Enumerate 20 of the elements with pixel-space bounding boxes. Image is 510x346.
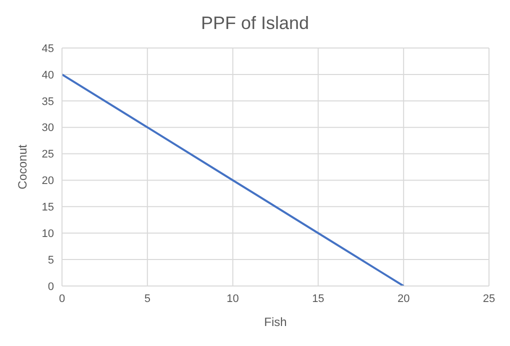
- y-tick-label: 10: [42, 228, 54, 240]
- x-axis-title: Fish: [264, 315, 287, 329]
- y-tick-label: 25: [42, 148, 54, 161]
- y-tick-label: 15: [42, 202, 54, 214]
- x-tick-label: 5: [144, 292, 150, 305]
- x-tick-label: 20: [397, 292, 410, 305]
- y-tick-label: 5: [48, 254, 54, 266]
- x-tick-label: 10: [226, 292, 239, 305]
- y-axis-title: Coconut: [15, 144, 30, 190]
- y-tick-label: 0: [48, 280, 54, 293]
- y-tick-label: 45: [42, 42, 54, 55]
- x-tick-label: 25: [482, 292, 496, 305]
- line-series: [62, 73, 405, 286]
- y-tick-label: 30: [42, 122, 54, 134]
- x-tick-label: 0: [58, 292, 66, 305]
- y-tick-label: 35: [42, 96, 54, 108]
- chart-title: PPF of Island: [200, 12, 310, 35]
- y-tick-label: 40: [42, 69, 54, 82]
- x-tick-label: 15: [312, 292, 324, 305]
- y-tick-label: 20: [42, 175, 54, 188]
